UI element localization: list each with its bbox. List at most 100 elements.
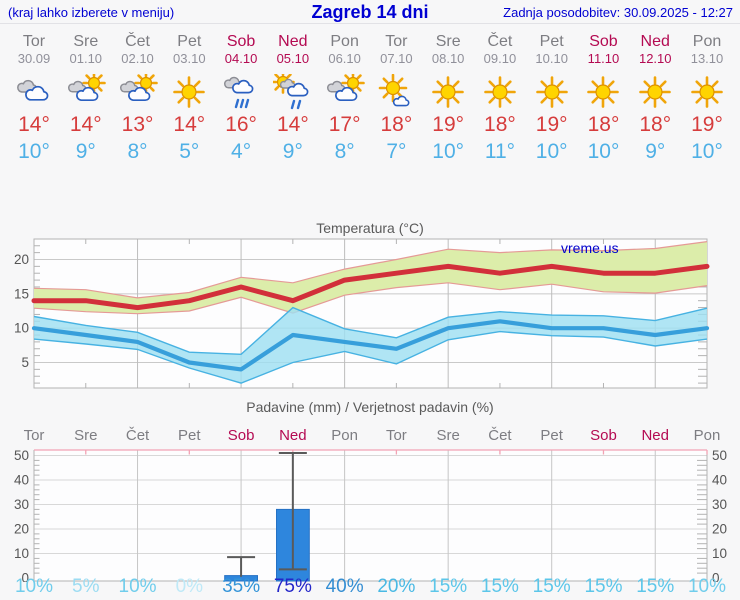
tmin-value: 5° <box>179 140 200 163</box>
day-date: 03.10 <box>173 51 206 66</box>
tmax-value: 18° <box>484 113 516 136</box>
tmin-value: 9° <box>645 140 666 163</box>
day-name: Ned <box>278 33 308 50</box>
tmax-value: 19° <box>535 113 568 136</box>
svg-text:20: 20 <box>14 252 29 267</box>
svg-text:40: 40 <box>712 473 727 488</box>
tmax-value: 14° <box>18 113 50 136</box>
sun-clouds-icon <box>67 71 106 102</box>
page-title: Zagreb 14 dni <box>311 2 429 22</box>
svg-text:50: 50 <box>712 448 727 463</box>
precip-day-label: Sob <box>590 427 617 444</box>
sunny-icon <box>173 76 206 108</box>
tmin-value: 11° <box>484 140 516 163</box>
day-name: Čet <box>125 33 150 50</box>
day-date: 13.10 <box>690 51 724 66</box>
svg-text:30: 30 <box>712 497 727 512</box>
weather-icon-cell <box>221 74 261 110</box>
tmax-value: 14° <box>276 113 309 136</box>
svg-text:30: 30 <box>14 497 29 512</box>
tmin-value: 10° <box>18 140 50 163</box>
sunny-icon <box>484 76 516 108</box>
tmin-value: 10° <box>535 140 568 163</box>
day-name: Tor <box>22 33 46 50</box>
svg-text:20: 20 <box>712 522 727 537</box>
tmax-value: 13° <box>121 113 154 136</box>
tmin-value: 10° <box>587 140 620 163</box>
day-date: 02.10 <box>121 51 154 66</box>
weather-icon-cell <box>376 73 416 110</box>
header-divider <box>0 23 740 24</box>
weather-icon-cell <box>532 74 572 110</box>
day-name: Sre <box>73 33 99 50</box>
precip-day-label: Čet <box>488 427 512 444</box>
precip-probability: 10% <box>14 576 54 597</box>
day-name: Sob <box>589 33 618 50</box>
precip-day-label: Pon <box>331 427 358 444</box>
svg-text:20: 20 <box>14 522 29 537</box>
day-date: 09.10 <box>483 51 517 66</box>
weather-icon-cell <box>14 74 54 110</box>
precip-probability: 75% <box>273 576 312 597</box>
tmax-value: 19° <box>691 113 723 136</box>
precip-probability: 15% <box>532 576 571 597</box>
sunny-icon <box>587 76 620 108</box>
precip-probability: 10% <box>118 576 157 597</box>
tmin-value: 10° <box>691 140 723 163</box>
menu-hint-text: (kraj lahko izberete v meniju) <box>8 5 175 20</box>
svg-text:0: 0 <box>712 571 720 583</box>
precip-probability: 0% <box>175 576 204 597</box>
precip-day-label: Tor <box>23 427 45 444</box>
precip-day-label: Ned <box>279 427 307 444</box>
tmin-value: 7° <box>386 140 407 163</box>
weather-icon-cell <box>480 74 520 110</box>
precip-chart-title: Padavine (mm) / Verjetnost padavin (%) <box>246 399 494 415</box>
svg-text:5: 5 <box>21 355 29 370</box>
precip-day-label: Pet <box>540 427 563 444</box>
day-date: 11.10 <box>587 51 620 66</box>
sun-small-cloud-icon <box>379 73 410 107</box>
precip-probability: 10% <box>687 576 727 597</box>
tmax-value: 14° <box>69 113 102 136</box>
sun-rain-icon <box>271 70 309 110</box>
vreme-us-link[interactable]: vreme.us <box>561 240 619 256</box>
precip-probability: 15% <box>480 576 519 597</box>
precip-day-label: Tor <box>385 427 407 444</box>
day-date: 07.10 <box>380 51 413 66</box>
tmin-value: 8° <box>334 140 355 163</box>
tmax-value: 16° <box>225 113 257 136</box>
precip-probability: 15% <box>636 576 675 597</box>
tmin-value: 4° <box>231 140 252 163</box>
svg-text:15: 15 <box>14 286 29 301</box>
sunny-icon <box>535 76 568 108</box>
day-name: Tor <box>385 33 408 50</box>
day-date: 05.10 <box>276 51 310 66</box>
tmax-value: 14° <box>173 113 206 136</box>
day-date: 12.10 <box>638 51 672 66</box>
weather-icon-cell <box>583 74 623 110</box>
precip-probability: 20% <box>377 576 416 597</box>
svg-text:10: 10 <box>712 546 727 561</box>
last-update-text: Zadnja posodobitev: 30.09.2025 - 12:27 <box>503 5 733 20</box>
day-date: 06.10 <box>328 51 361 66</box>
tmin-value: 9° <box>75 140 96 163</box>
sunny-icon <box>639 76 672 108</box>
tmin-value: 8° <box>127 140 148 163</box>
weather-icon-cell <box>271 70 313 110</box>
weather-icon-cell <box>169 74 209 110</box>
weather-icon-cell <box>325 71 365 110</box>
svg-text:40: 40 <box>14 473 29 488</box>
svg-text:10: 10 <box>14 546 29 561</box>
weather-icon-cell <box>635 74 675 110</box>
day-date: 04.10 <box>224 51 258 66</box>
weather-icon-cell <box>428 74 468 110</box>
temperature-chart: 5 10 15 20 <box>0 215 740 400</box>
precip-day-label: Sre <box>436 427 460 444</box>
weather-icon-cell <box>66 71 106 110</box>
tmax-value: 18° <box>639 113 672 136</box>
precipitation-chart: 0 0 10 10 20 20 30 30 40 40 50 50 <box>0 446 740 587</box>
sun-clouds-icon <box>119 71 158 102</box>
precip-day-label: Ned <box>641 427 669 444</box>
day-name: Sre <box>435 33 461 50</box>
